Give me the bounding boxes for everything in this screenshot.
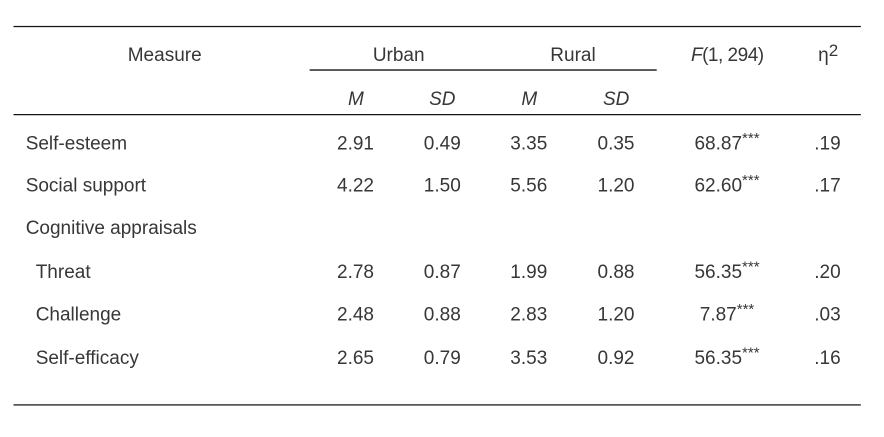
svg-text:68.87***: 68.87*** xyxy=(694,130,759,155)
svg-text:SD: SD xyxy=(429,89,456,110)
svg-text:1.20: 1.20 xyxy=(598,305,635,326)
svg-text:56.35***: 56.35*** xyxy=(694,259,759,284)
svg-text:Self-efficacy: Self-efficacy xyxy=(36,348,140,369)
svg-text:0.88: 0.88 xyxy=(424,305,461,326)
svg-text:7.87***: 7.87*** xyxy=(700,301,755,326)
svg-text:Urban: Urban xyxy=(373,45,425,66)
svg-text:2.78: 2.78 xyxy=(337,262,374,283)
svg-text:M: M xyxy=(521,89,537,110)
svg-text:Cognitive appraisals: Cognitive appraisals xyxy=(26,218,197,239)
svg-text:F(1, 294): F(1, 294) xyxy=(691,45,764,66)
svg-text:2.48: 2.48 xyxy=(337,305,374,326)
svg-text:0.92: 0.92 xyxy=(598,348,635,369)
svg-text:η2: η2 xyxy=(818,41,838,66)
svg-text:0.49: 0.49 xyxy=(424,134,461,155)
svg-text:Challenge: Challenge xyxy=(36,305,122,326)
svg-text:Social support: Social support xyxy=(26,176,147,197)
svg-text:M: M xyxy=(348,89,364,110)
svg-text:0.87: 0.87 xyxy=(424,262,461,283)
svg-text:3.35: 3.35 xyxy=(510,134,547,155)
svg-text:SD: SD xyxy=(603,89,630,110)
svg-text:5.56: 5.56 xyxy=(510,176,547,197)
svg-text:Threat: Threat xyxy=(36,262,92,283)
svg-text:56.35***: 56.35*** xyxy=(694,345,759,370)
svg-text:1.99: 1.99 xyxy=(510,262,547,283)
svg-text:0.88: 0.88 xyxy=(598,262,635,283)
svg-text:2.83: 2.83 xyxy=(510,305,547,326)
svg-text:.20: .20 xyxy=(814,262,840,283)
svg-text:4.22: 4.22 xyxy=(337,176,374,197)
svg-text:1.50: 1.50 xyxy=(424,176,461,197)
svg-text:62.60***: 62.60*** xyxy=(694,172,759,197)
svg-text:Measure: Measure xyxy=(128,45,202,66)
svg-text:.19: .19 xyxy=(814,134,840,155)
svg-text:2.65: 2.65 xyxy=(337,348,374,369)
svg-text:.03: .03 xyxy=(814,305,840,326)
svg-text:0.79: 0.79 xyxy=(424,348,461,369)
svg-text:Self-esteem: Self-esteem xyxy=(26,134,127,155)
svg-text:2.91: 2.91 xyxy=(337,134,374,155)
svg-text:0.35: 0.35 xyxy=(598,134,635,155)
svg-text:1.20: 1.20 xyxy=(598,176,635,197)
svg-text:Rural: Rural xyxy=(550,45,595,66)
svg-text:3.53: 3.53 xyxy=(510,348,547,369)
svg-text:.16: .16 xyxy=(814,348,840,369)
svg-text:.17: .17 xyxy=(814,176,840,197)
